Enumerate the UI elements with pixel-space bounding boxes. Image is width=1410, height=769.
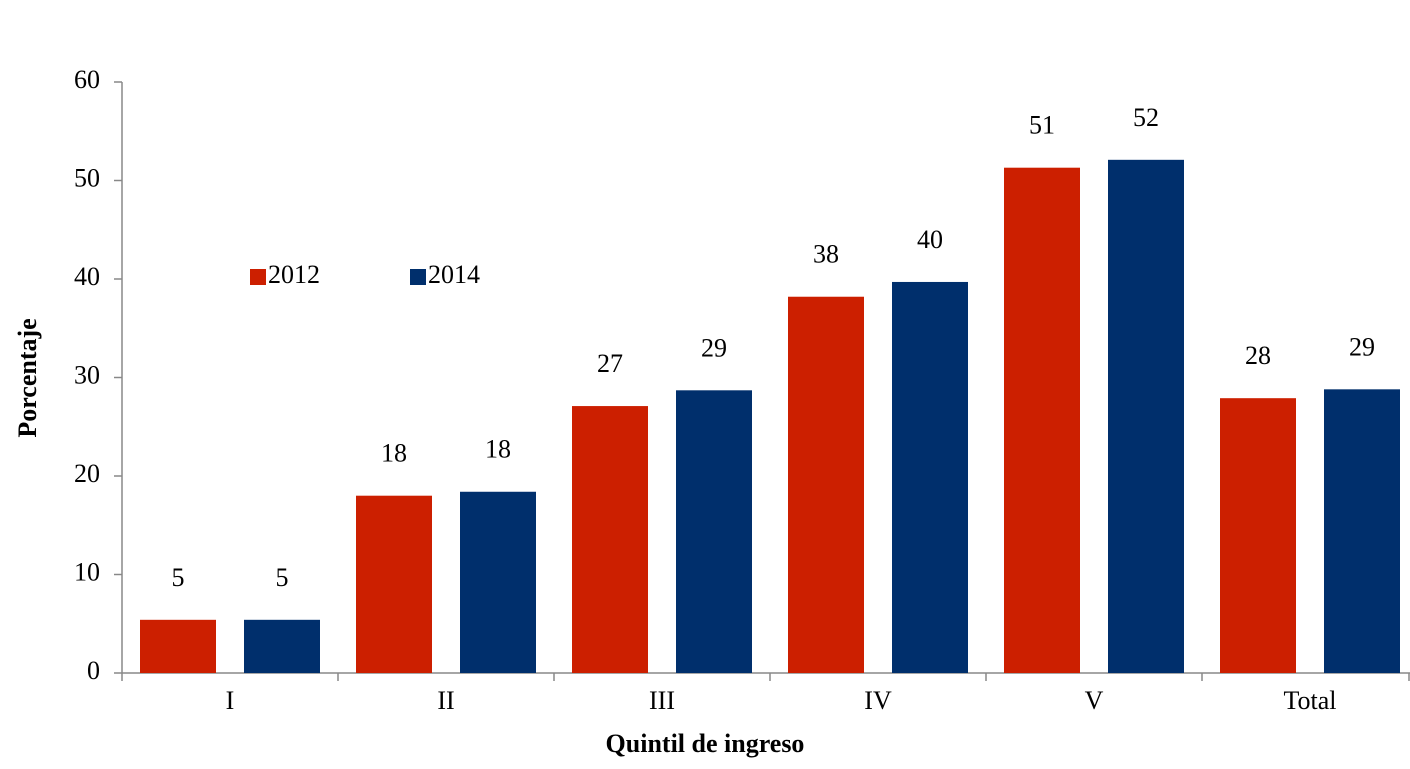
bar [788, 296, 864, 673]
bar [572, 406, 648, 673]
value-label: 5 [172, 563, 185, 592]
y-tick-label: 50 [74, 163, 100, 192]
bar [1324, 389, 1400, 673]
y-tick-label: 60 [74, 65, 100, 94]
x-axis-label: Quintil de ingreso [606, 729, 805, 758]
bar [140, 619, 216, 673]
legend-label: 2012 [268, 260, 320, 289]
value-label: 29 [1349, 332, 1375, 361]
y-axis-label: Porcentaje [13, 318, 42, 437]
value-label: 28 [1245, 341, 1271, 370]
bar [1004, 167, 1080, 673]
y-tick-label: 20 [74, 459, 100, 488]
bar [1108, 159, 1184, 673]
x-tick-label: III [649, 686, 675, 715]
value-label: 38 [813, 240, 839, 269]
legend-swatch [250, 269, 266, 285]
bar [892, 281, 968, 673]
x-tick-label: Total [1283, 686, 1336, 715]
legend-swatch [410, 269, 426, 285]
y-tick-label: 0 [87, 656, 100, 685]
legend-label: 2014 [428, 260, 480, 289]
bar [676, 390, 752, 673]
value-label: 40 [917, 225, 943, 254]
y-tick-label: 40 [74, 262, 100, 291]
bar [356, 495, 432, 673]
value-label: 52 [1133, 103, 1159, 132]
y-tick-label: 30 [74, 360, 100, 389]
value-label: 18 [381, 439, 407, 468]
value-label: 27 [597, 349, 623, 378]
bar [460, 491, 536, 673]
y-tick-label: 10 [74, 557, 100, 586]
value-label: 51 [1029, 111, 1055, 140]
x-tick-label: IV [864, 686, 892, 715]
bar [1220, 398, 1296, 673]
value-label: 29 [701, 333, 727, 362]
x-tick-label: I [226, 686, 235, 715]
x-tick-label: II [437, 686, 454, 715]
value-label: 18 [485, 435, 511, 464]
value-label: 5 [276, 563, 289, 592]
bar [244, 619, 320, 673]
x-tick-label: V [1085, 686, 1104, 715]
